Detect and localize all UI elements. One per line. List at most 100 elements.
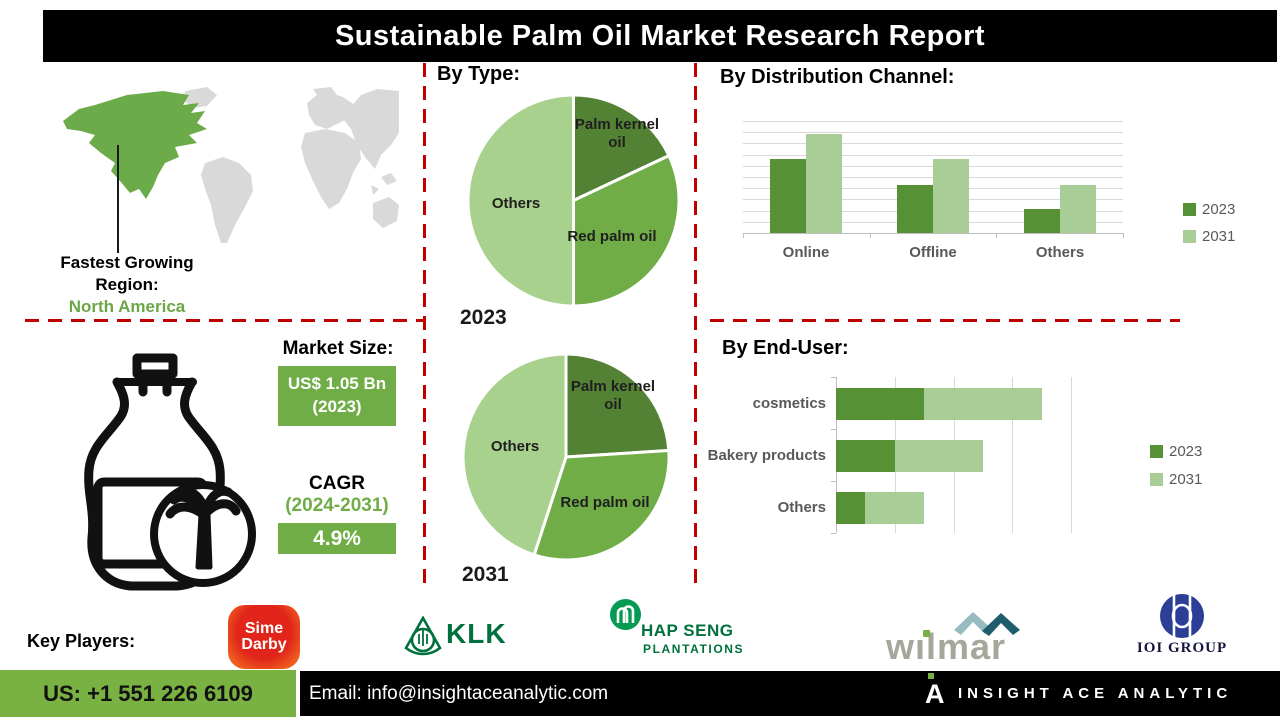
distribution-legend-2031: 2031 [1183, 228, 1235, 245]
pie-slice [461, 352, 568, 557]
wilmar-i-dot [923, 630, 930, 637]
gridline [1071, 377, 1072, 533]
distribution-category-online: Online [782, 244, 830, 261]
sime-darby-line1: Sime [244, 620, 284, 637]
axis-tick [869, 233, 871, 238]
legend-swatch-2031 [1183, 230, 1196, 243]
bar-others-2023 [836, 492, 866, 524]
by-end-user-heading: By End-User: [722, 337, 849, 359]
bar-online-2031 [806, 134, 843, 233]
axis-tick [831, 429, 836, 430]
pie-slice [572, 154, 681, 308]
bar-cosmetics-2031 [924, 388, 1042, 420]
cagr-value: 4.9% [313, 527, 361, 550]
cagr-value-box: 4.9% [278, 523, 396, 554]
map-islands [371, 173, 397, 195]
pie-2031-label-palm-kernel: Palm kernel oil [570, 378, 656, 413]
pie-chart-2023 [466, 93, 681, 308]
legend-label-2023: 2023 [1169, 443, 1203, 460]
wilmar-logo: wılmar [886, 626, 1007, 667]
fastest-growing-caption: Fastest Growing Region: North America [48, 252, 206, 317]
fastest-region-value: North America [68, 296, 186, 316]
palm-oil-bottle-icon [84, 353, 256, 591]
brand-logo-dot [928, 673, 934, 679]
gridline [743, 121, 1123, 122]
bar-others-2023 [1023, 209, 1060, 233]
distribution-legend-2023: 2023 [1183, 201, 1235, 218]
map-europe [307, 87, 355, 129]
pie-slice [532, 449, 671, 562]
sime-darby-line2: Darby [241, 636, 287, 653]
map-asia [343, 89, 399, 169]
wilmar-swoosh-icon [954, 612, 1020, 636]
pie-2031-label-others: Others [490, 438, 540, 455]
bar-bakery-products-2023 [836, 440, 895, 472]
map-north-america [63, 91, 207, 199]
bar-others-2031 [1059, 184, 1096, 233]
market-size-value-box: US$ 1.05 Bn (2023) [278, 366, 396, 426]
end-user-legend-2023: 2023 [1150, 443, 1202, 460]
axis-tick [743, 233, 744, 238]
ioi-emblem-icon [1160, 594, 1204, 638]
end-user-category-others: Others [777, 499, 826, 516]
map-pointer-line [117, 145, 119, 253]
brand-logo-a-icon: A [925, 679, 945, 709]
gridline [743, 132, 1123, 134]
page-title: Sustainable Palm Oil Market Research Rep… [334, 19, 986, 52]
legend-swatch-2031 [1150, 473, 1163, 486]
axis-tick [831, 533, 836, 534]
map-africa [301, 129, 361, 209]
axis-tick [831, 481, 836, 482]
x-axis [743, 233, 1123, 234]
pie-chart-2031 [461, 352, 671, 562]
klk-logo: KLK [446, 618, 507, 649]
pie-2031-year: 2031 [462, 563, 509, 586]
footer-contact-bar [300, 671, 1280, 716]
axis-tick [1123, 233, 1124, 238]
end-user-bar-chart [831, 377, 1076, 534]
key-players-label: Key Players: [27, 631, 136, 651]
cagr-label: CAGR [309, 473, 365, 494]
end-user-legend-2031: 2031 [1150, 471, 1202, 488]
map-south-america [201, 157, 253, 243]
hap-seng-sub: PLANTATIONS [643, 642, 745, 656]
bar-bakery-products-2031 [894, 440, 983, 472]
gridline [743, 143, 1123, 145]
pie-2023-year: 2023 [460, 306, 507, 329]
pie-2023-label-others: Others [491, 195, 541, 212]
bar-cosmetics-2023 [836, 388, 925, 420]
divider-horizontal-right [710, 319, 1180, 322]
pie-slice [564, 352, 671, 459]
caption-line1: Fastest Growing [60, 253, 194, 272]
axis-tick [996, 233, 998, 238]
divider-horizontal-left [25, 319, 423, 322]
bar-offline-2023 [897, 184, 933, 233]
cagr-period: (2024-2031) [285, 495, 389, 516]
by-distribution-heading: By Distribution Channel: [720, 66, 955, 88]
market-size-value: US$ 1.05 Bn [287, 374, 387, 394]
bar-online-2023 [770, 159, 807, 233]
footer-phone-bar: US: +1 551 226 6109 [0, 670, 296, 717]
pie-slice [466, 93, 575, 308]
caption-line2: Region: [95, 274, 159, 294]
pie-2023-label-red-palm: Red palm oil [567, 228, 657, 245]
bar-others-2031 [865, 492, 925, 524]
pie-2023-label-palm-kernel: Palm kernel oil [574, 116, 660, 151]
map-australia [373, 197, 399, 228]
legend-label-2031: 2031 [1202, 228, 1236, 245]
legend-label-2023: 2023 [1202, 201, 1236, 218]
end-user-category-bakery: Bakery products [707, 447, 826, 464]
hap-seng-logo: HAP SENG [641, 621, 734, 640]
distribution-category-offline: Offline [909, 244, 957, 261]
map-greenland [183, 87, 217, 108]
distribution-category-others: Others [1035, 244, 1085, 261]
gridline [743, 154, 1123, 156]
title-banner: Sustainable Palm Oil Market Research Rep… [43, 10, 1277, 62]
by-type-heading: By Type: [437, 63, 520, 85]
hap-seng-icon [610, 599, 641, 630]
phone-number: US: +1 551 226 6109 [43, 680, 253, 706]
pie-2031-label-red-palm: Red palm oil [560, 494, 650, 511]
market-size-year: (2023) [312, 397, 362, 416]
legend-swatch-2023 [1183, 203, 1196, 216]
axis-tick [831, 377, 836, 378]
